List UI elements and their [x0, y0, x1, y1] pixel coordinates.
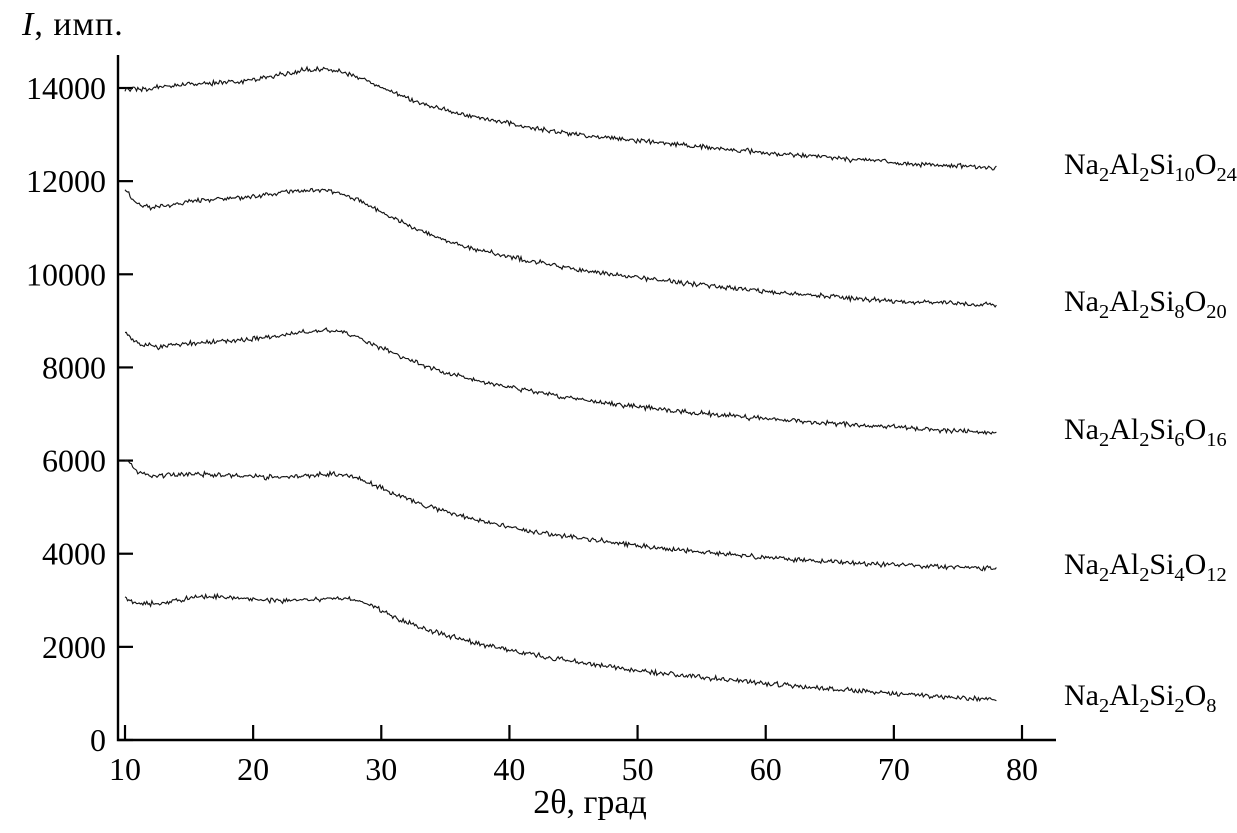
y-tick-label: 0: [90, 722, 106, 758]
y-axis-title: I, имп.: [22, 6, 124, 44]
series-label: Na2Al2Si6O16: [1064, 412, 1227, 451]
x-tick-label: 80: [1006, 751, 1038, 787]
xrd-curve: [124, 592, 997, 703]
x-tick-label: 50: [622, 751, 654, 787]
xrd-curve: [124, 187, 997, 308]
x-axis-title: 2θ, град: [533, 784, 647, 821]
y-tick-label: 14000: [26, 70, 106, 106]
x-tick-label: 60: [750, 751, 782, 787]
axes: [116, 55, 1056, 742]
xrd-curve: [124, 327, 997, 436]
y-axis-symbol: I: [22, 6, 35, 43]
x-tick-label: 30: [365, 751, 397, 787]
series-label: Na2Al2Si4O12: [1064, 548, 1227, 587]
y-tick-label: 2000: [42, 629, 106, 665]
series-label: Na2Al2Si10O24: [1064, 148, 1237, 187]
y-axis-units: , имп.: [34, 6, 124, 43]
series-label: Na2Al2Si8O20: [1064, 285, 1227, 324]
series-label: Na2Al2Si2O8: [1064, 679, 1217, 718]
y-tick-label: 6000: [42, 443, 106, 479]
xrd-curve: [124, 65, 997, 171]
y-tick-label: 8000: [42, 349, 106, 385]
x-tick-label: 10: [109, 751, 141, 787]
y-tick-label: 12000: [26, 163, 106, 199]
x-tick-label: 70: [878, 751, 910, 787]
y-tick-label: 4000: [42, 536, 106, 572]
xrd-curve: [124, 459, 997, 572]
x-tick-label: 20: [237, 751, 269, 787]
y-tick-label: 10000: [26, 256, 106, 292]
x-tick-label: 40: [493, 751, 525, 787]
